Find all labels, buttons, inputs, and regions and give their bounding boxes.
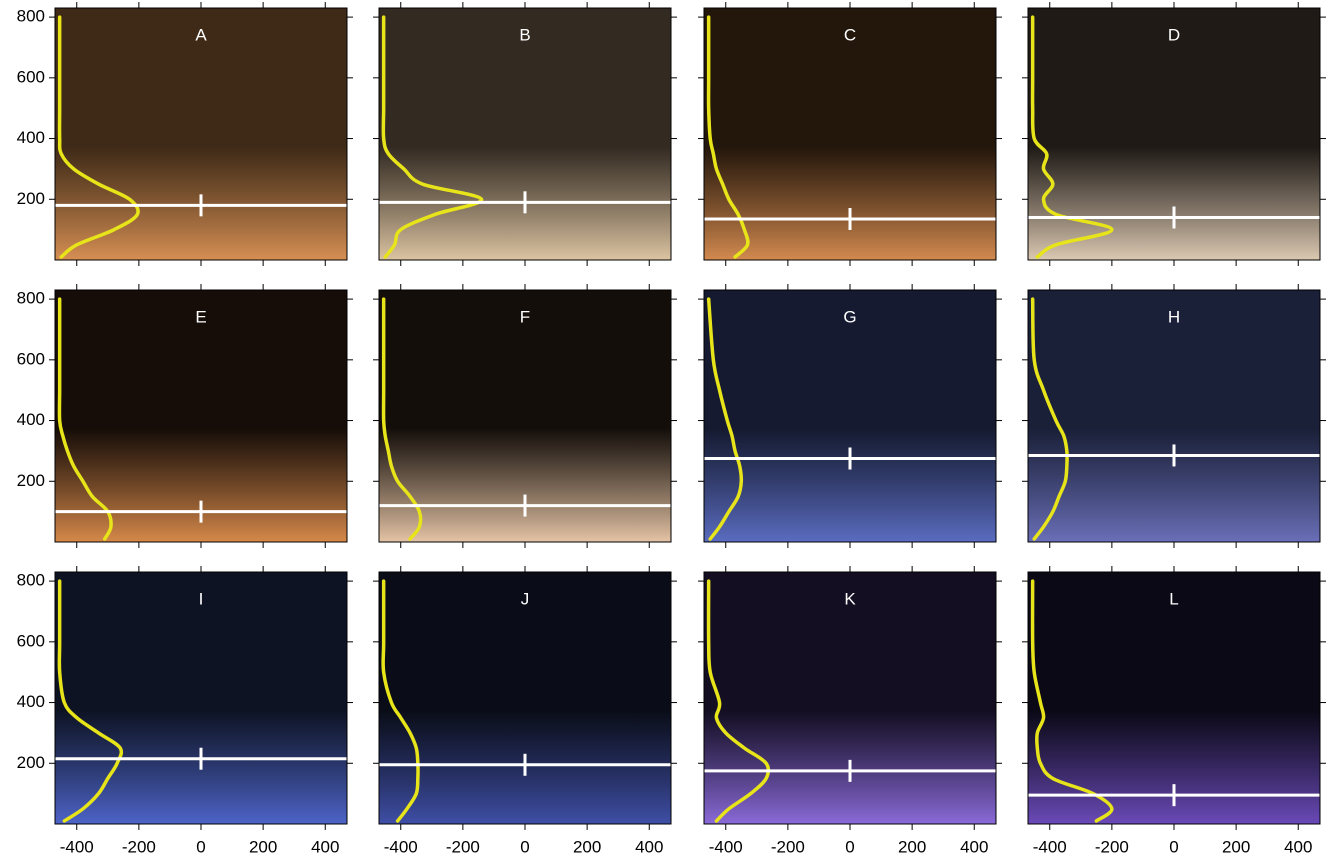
y-tick-label: 400 bbox=[17, 692, 45, 711]
y-tick-label: 400 bbox=[17, 410, 45, 429]
x-tick-label: 400 bbox=[1284, 837, 1312, 856]
panel-title: G bbox=[843, 307, 856, 326]
panel-title: D bbox=[1168, 25, 1180, 44]
panel-title: L bbox=[1169, 589, 1178, 608]
x-tick-label: 200 bbox=[573, 837, 601, 856]
panel-title: J bbox=[521, 589, 530, 608]
y-tick-label: 600 bbox=[17, 631, 45, 650]
y-tick-label: 400 bbox=[17, 128, 45, 147]
x-tick-label: -200 bbox=[771, 837, 805, 856]
y-tick-label: 200 bbox=[17, 471, 45, 490]
x-tick-label: 0 bbox=[196, 837, 205, 856]
x-tick-label: -400 bbox=[709, 837, 743, 856]
x-tick-label: 0 bbox=[520, 837, 529, 856]
y-tick-label: 800 bbox=[17, 289, 45, 308]
panel-gradient bbox=[1028, 290, 1320, 542]
x-tick-label: 200 bbox=[1222, 837, 1250, 856]
panel-title: H bbox=[1168, 307, 1180, 326]
x-tick-label: 200 bbox=[249, 837, 277, 856]
y-tick-label: 200 bbox=[17, 189, 45, 208]
x-tick-label: 0 bbox=[1169, 837, 1178, 856]
panel-title: C bbox=[844, 25, 856, 44]
panel-gradient bbox=[704, 290, 996, 542]
x-tick-label: -200 bbox=[122, 837, 156, 856]
panel: C bbox=[698, 2, 1002, 266]
x-tick-label: 400 bbox=[311, 837, 339, 856]
panel: L -400 -200 0 200 400 bbox=[1022, 566, 1326, 856]
panel: I -400 -200 0 200 400 200 400 600 800 bbox=[17, 566, 353, 856]
panel-title: I bbox=[199, 589, 204, 608]
y-tick-label: 600 bbox=[17, 349, 45, 368]
panel: J -400 -200 0 200 400 bbox=[373, 566, 677, 856]
panel-gradient bbox=[55, 8, 347, 260]
panel-gradient bbox=[55, 572, 347, 824]
x-tick-label: -400 bbox=[384, 837, 418, 856]
panel-title: A bbox=[195, 25, 207, 44]
x-tick-label: 0 bbox=[845, 837, 854, 856]
figure: A 200 400 600 800 B C D E 200 400 600 800 F G H I -400 -20… bbox=[0, 0, 1332, 863]
panel-title: B bbox=[519, 25, 530, 44]
panel: B bbox=[373, 2, 677, 266]
panel-gradient bbox=[704, 572, 996, 824]
y-tick-label: 600 bbox=[17, 67, 45, 86]
y-tick-label: 800 bbox=[17, 7, 45, 26]
panel: K -400 -200 0 200 400 bbox=[698, 566, 1002, 856]
panel-gradient bbox=[379, 8, 671, 260]
panel: H bbox=[1022, 284, 1326, 548]
panel: E 200 400 600 800 bbox=[17, 284, 353, 548]
x-tick-label: -200 bbox=[1095, 837, 1129, 856]
panel-title: E bbox=[195, 307, 206, 326]
x-tick-label: 200 bbox=[898, 837, 926, 856]
panel: G bbox=[698, 284, 1002, 548]
page: A 200 400 600 800 B C D E 200 400 600 800 F G H I -400 -20… bbox=[0, 0, 1332, 863]
x-tick-label: 400 bbox=[635, 837, 663, 856]
panel: D bbox=[1022, 2, 1326, 266]
y-tick-label: 800 bbox=[17, 571, 45, 590]
x-tick-label: 400 bbox=[960, 837, 988, 856]
x-tick-label: -400 bbox=[1033, 837, 1067, 856]
x-tick-label: -400 bbox=[60, 837, 94, 856]
panel-title: K bbox=[844, 589, 856, 608]
panel: A 200 400 600 800 bbox=[17, 2, 353, 266]
panel-gradient bbox=[379, 572, 671, 824]
panel: F bbox=[373, 284, 677, 548]
y-tick-label: 200 bbox=[17, 753, 45, 772]
x-tick-label: -200 bbox=[446, 837, 480, 856]
panel-title: F bbox=[520, 307, 530, 326]
